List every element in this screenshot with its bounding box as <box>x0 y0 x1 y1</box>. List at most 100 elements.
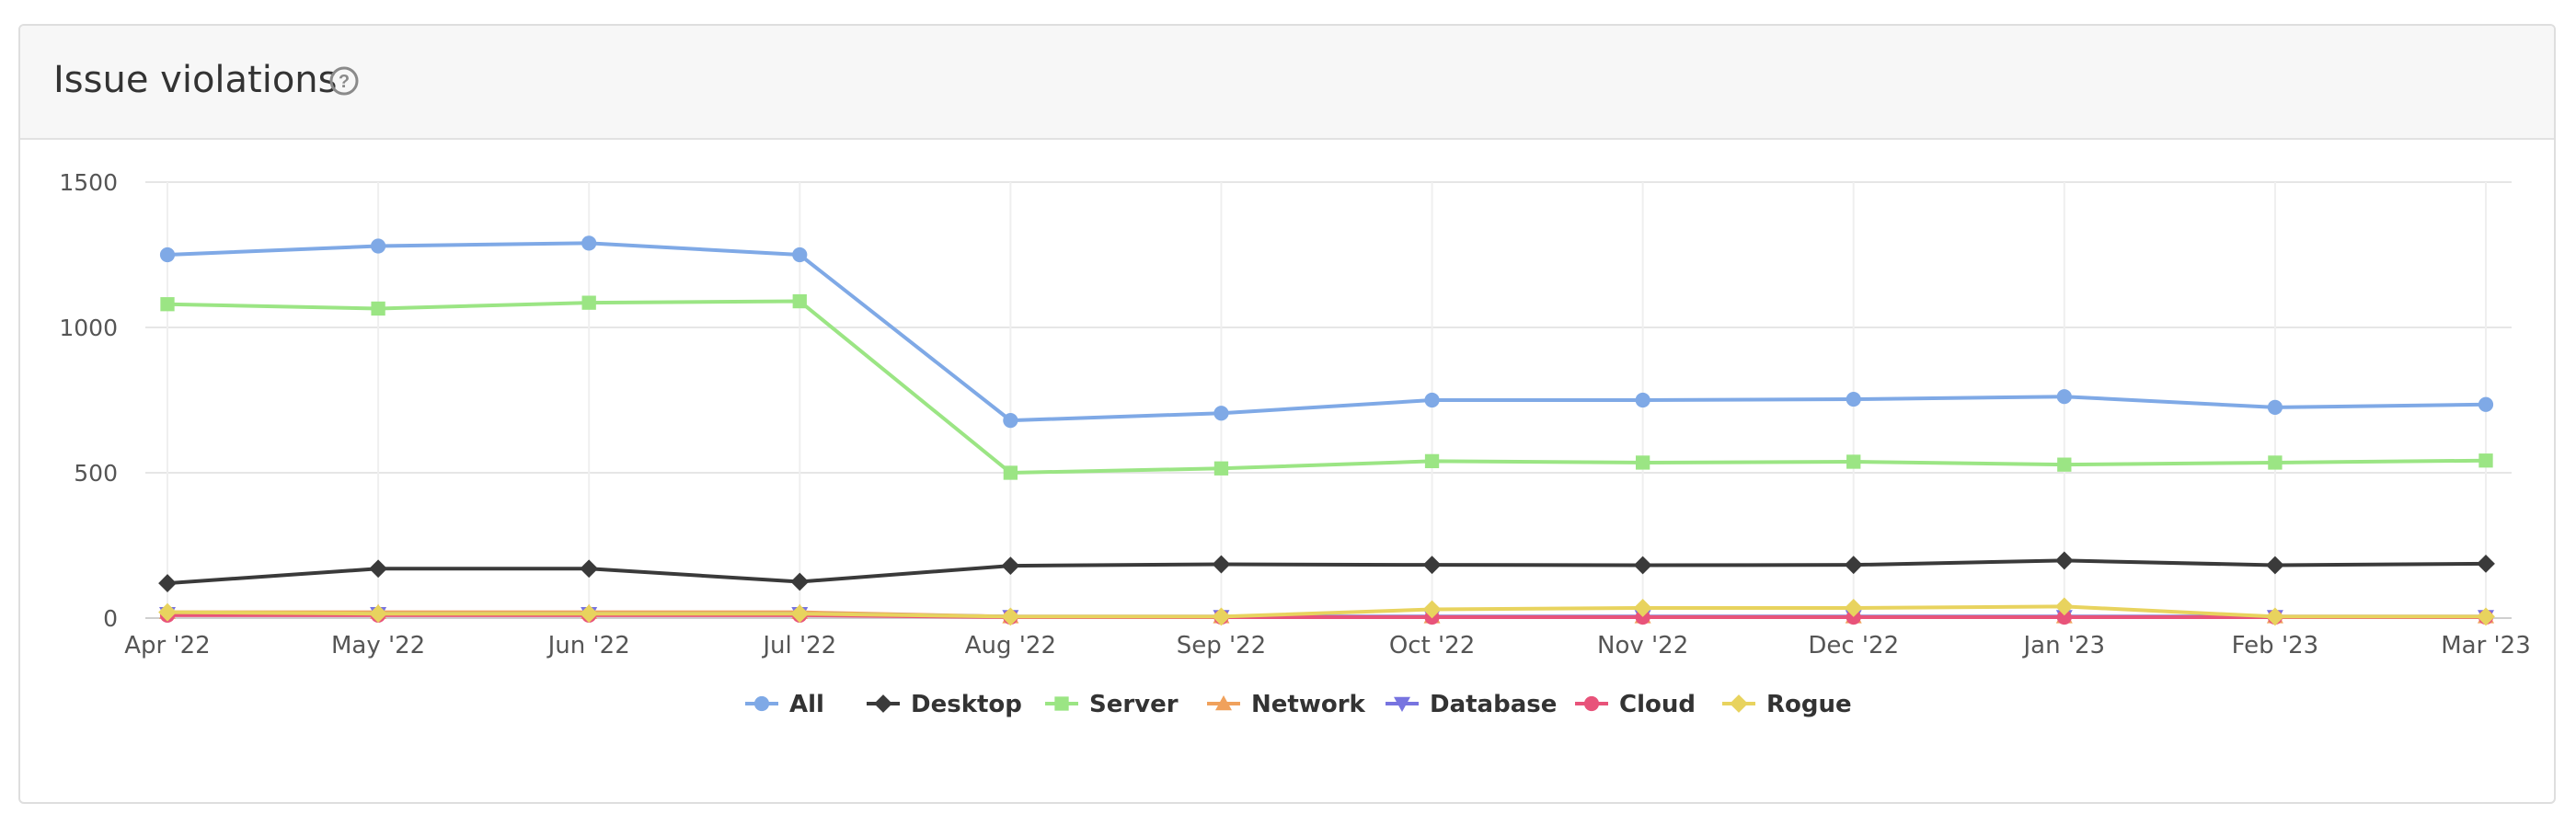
legend-marker <box>874 694 892 713</box>
y-tick-label: 1000 <box>59 315 118 341</box>
data-point <box>1635 392 1650 408</box>
data-point <box>792 247 808 263</box>
data-point <box>1633 599 1652 617</box>
data-point <box>580 604 599 624</box>
legend-marker <box>1394 696 1410 712</box>
data-point <box>1846 391 1861 407</box>
x-tick-label: Jan '23 <box>2022 632 2106 659</box>
legend-marker <box>1730 694 1748 713</box>
data-point <box>2266 556 2284 575</box>
data-point <box>792 293 807 309</box>
x-tick-label: Dec '22 <box>1808 632 1899 659</box>
data-point <box>369 604 387 624</box>
y-tick-label: 500 <box>74 460 118 487</box>
data-point <box>2054 551 2074 570</box>
legend: All Desktop Server Network Database Cloud Rogu… <box>745 691 1852 718</box>
data-point <box>2056 389 2072 405</box>
x-tick-label: Nov '22 <box>1597 632 1688 659</box>
legend-label: All <box>789 691 824 718</box>
data-point <box>581 235 597 251</box>
legend-item-cloud[interactable]: Cloud <box>1575 691 1696 718</box>
series-line <box>167 241 2487 423</box>
legend-label: Cloud <box>1619 691 1696 718</box>
series-rogue <box>158 597 2495 626</box>
legend-marker <box>1583 695 1600 712</box>
data-point <box>160 297 175 312</box>
x-tick-label: May '22 <box>331 632 425 659</box>
x-tick-label: Sep '22 <box>1177 632 1267 659</box>
data-point <box>2477 607 2495 626</box>
data-point <box>1846 454 1861 469</box>
data-point <box>581 295 596 310</box>
data-point <box>1212 607 1231 626</box>
legend-item-all[interactable]: All <box>745 691 824 718</box>
data-point <box>1846 609 1861 625</box>
data-point <box>158 574 177 592</box>
legend-item-database[interactable]: Database <box>1386 691 1557 718</box>
data-point <box>1422 556 1442 575</box>
legend-label: Rogue <box>1766 691 1852 718</box>
legend-marker <box>1054 696 1069 711</box>
legend-item-desktop[interactable]: Desktop <box>867 691 1022 718</box>
series-all <box>159 235 2494 429</box>
data-point <box>790 604 810 624</box>
x-tick-label: Feb '23 <box>2232 632 2319 659</box>
legend-label: Database <box>1430 691 1557 718</box>
series-desktop <box>158 551 2495 592</box>
data-point <box>2478 453 2493 468</box>
card-title: Issue violations <box>53 59 338 101</box>
data-point <box>1635 609 1650 625</box>
data-point <box>2054 597 2074 616</box>
data-point <box>580 559 599 579</box>
data-point <box>1424 392 1440 408</box>
legend-item-rogue[interactable]: Rogue <box>1722 691 1852 718</box>
y-tick-label: 0 <box>103 605 118 632</box>
x-tick-label: Jun '22 <box>546 632 630 659</box>
x-tick-label: Aug '22 <box>965 632 1056 659</box>
legend-marker <box>1215 695 1232 711</box>
series-server <box>160 293 2493 480</box>
card-header: Issue violations ? <box>20 26 2554 140</box>
legend-label: Desktop <box>911 691 1022 718</box>
data-point <box>1844 599 1863 617</box>
data-point <box>1213 461 1229 476</box>
data-point <box>1635 455 1650 470</box>
data-point <box>2477 555 2495 573</box>
legend-item-network[interactable]: Network <box>1207 691 1366 718</box>
data-point <box>1213 406 1229 421</box>
x-tick-label: Oct '22 <box>1389 632 1475 659</box>
data-point <box>1001 556 1020 576</box>
series-line <box>167 558 2487 586</box>
x-tick-label: Mar '23 <box>2441 632 2531 659</box>
data-point <box>2267 399 2283 415</box>
data-point <box>158 602 177 622</box>
series-line <box>167 299 2487 475</box>
data-point <box>1212 555 1231 574</box>
data-point <box>2056 609 2072 625</box>
data-point <box>159 247 176 263</box>
issue-violations-card: Issue violations ? <box>18 24 2556 804</box>
x-tick-label: Jul '22 <box>761 632 836 659</box>
data-point <box>1003 413 1018 429</box>
data-point <box>371 301 385 316</box>
legend-item-server[interactable]: Server <box>1045 691 1179 718</box>
data-point <box>1844 556 1863 575</box>
data-point <box>370 238 386 254</box>
x-tick-label: Apr '22 <box>124 632 210 659</box>
data-point <box>1003 465 1018 480</box>
data-point <box>1422 600 1442 619</box>
legend-marker <box>753 695 770 712</box>
legend-label: Server <box>1089 691 1179 718</box>
svg-text:?: ? <box>339 72 350 92</box>
help-icon[interactable]: ? <box>329 66 359 96</box>
data-point <box>1633 556 1652 575</box>
data-point <box>1001 607 1020 626</box>
data-point <box>2266 607 2284 626</box>
data-point <box>2057 457 2072 472</box>
data-point <box>2478 396 2494 412</box>
series-line <box>167 604 2486 619</box>
legend-label: Network <box>1251 691 1366 718</box>
data-point <box>1424 453 1440 469</box>
data-point <box>790 572 810 591</box>
